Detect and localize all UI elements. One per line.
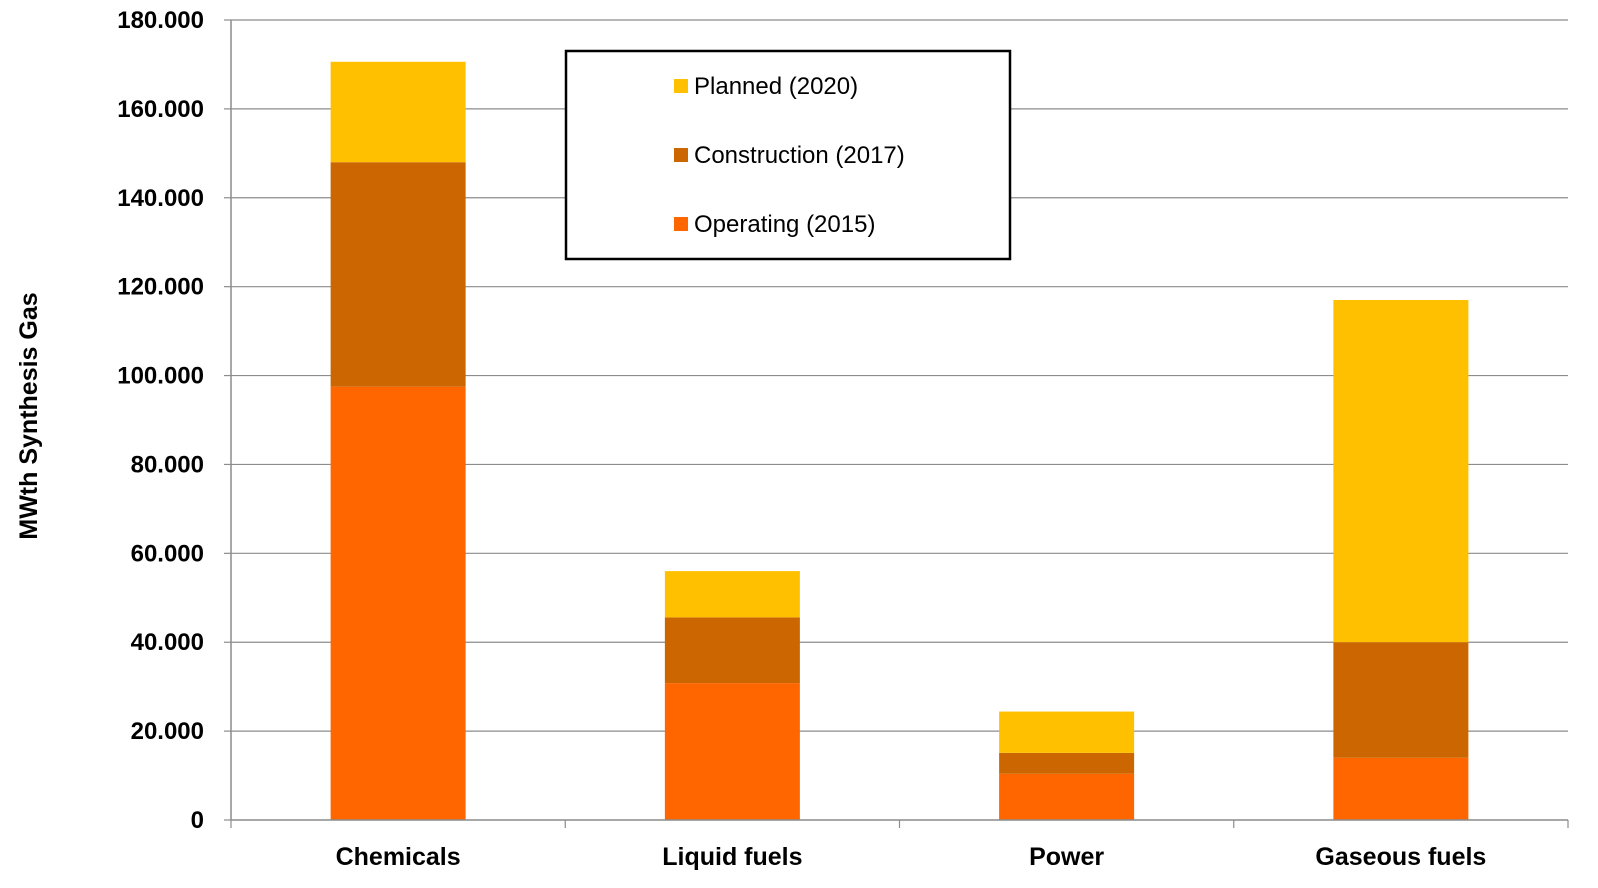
legend-label: Planned (2020): [694, 73, 858, 100]
bar-segment: [664, 617, 800, 684]
x-tick-labels: Chemicals Liquid fuels Power Gaseous fuels: [336, 843, 1487, 871]
bar-segment: [664, 571, 800, 618]
bar-segment: [330, 162, 466, 387]
bar-segment: [999, 752, 1135, 774]
y-tick-label: 60.000: [131, 540, 204, 567]
x-tick-label: Power: [1029, 843, 1104, 871]
bar-segment: [1333, 300, 1469, 643]
bar-segment: [330, 386, 466, 820]
bar-segment: [1333, 642, 1469, 758]
y-tick-label: 180.000: [117, 7, 204, 34]
y-tick-label: 140.000: [117, 185, 204, 212]
y-tick-label: 120.000: [117, 274, 204, 301]
legend: Planned (2020) Construction (2017) Operati…: [564, 49, 1012, 261]
bar-segment: [1333, 757, 1469, 820]
y-tick-label: 100.000: [117, 363, 204, 390]
axes: [224, 19, 1569, 828]
legend-swatch: [674, 79, 688, 93]
legend-label: Construction (2017): [694, 142, 905, 169]
legend-box: [564, 49, 1012, 261]
bar-segment: [330, 61, 466, 163]
bar-segment: [999, 711, 1135, 753]
legend-swatch: [674, 148, 688, 162]
y-tick-labels: 0 20.000 40.000 60.000 80.000 100.000 120.000 1…: [117, 7, 204, 834]
x-tick-label: Gaseous fuels: [1315, 843, 1486, 871]
y-tick-label: 80.000: [131, 451, 204, 478]
legend-label: Operating (2015): [694, 211, 875, 238]
y-tick-label: 0: [191, 807, 204, 834]
bar-segment: [664, 683, 800, 820]
bars: [330, 61, 1469, 820]
x-tick-label: Liquid fuels: [662, 843, 802, 871]
legend-swatch: [674, 217, 688, 231]
y-tick-label: 20.000: [131, 718, 204, 745]
y-tick-label: 160.000: [117, 96, 204, 123]
y-tick-label: 40.000: [131, 629, 204, 656]
y-axis-label: MWth Synthesis Gas: [15, 292, 43, 539]
bar-segment: [999, 773, 1135, 820]
x-tick-label: Chemicals: [336, 843, 461, 871]
